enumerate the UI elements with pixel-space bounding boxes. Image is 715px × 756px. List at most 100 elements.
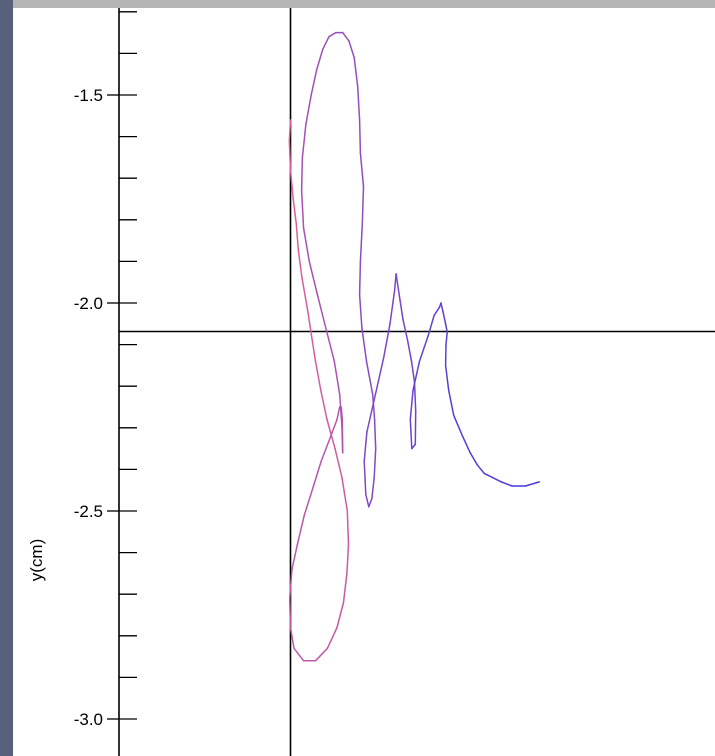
trace-segment — [356, 85, 361, 121]
trace-segment — [469, 452, 479, 466]
trace-segment — [301, 277, 309, 313]
trace-segment — [293, 647, 305, 662]
trace-segment — [406, 339, 413, 362]
y-tick-label: -2.0 — [74, 294, 103, 313]
trace-segment — [341, 476, 349, 512]
trace-segment — [452, 414, 464, 437]
y-tick-labels: -1.5 -2.0 -2.5 -3.0 — [74, 86, 103, 729]
trace-segment — [524, 481, 541, 487]
trace-segment — [353, 56, 359, 88]
left-frame-strip — [0, 0, 13, 756]
trace-segment — [389, 289, 396, 325]
y-tick-label: -1.5 — [74, 86, 103, 105]
trace-segment — [289, 626, 295, 650]
trace-segment — [371, 476, 375, 500]
trace-segment — [288, 119, 292, 142]
trace-segment — [395, 273, 400, 296]
trace-segment — [291, 543, 299, 570]
trace-segment — [336, 601, 345, 629]
trace-segment — [358, 119, 362, 154]
trace-segment — [461, 435, 471, 454]
trace-segment — [346, 510, 350, 546]
trace-segment — [297, 248, 303, 279]
trace-segment — [322, 36, 330, 50]
trace-segment — [348, 40, 355, 59]
trace-segment — [398, 293, 404, 321]
trace-segment — [310, 69, 318, 96]
trace-segment — [333, 360, 341, 396]
trace-segment — [312, 460, 322, 487]
trace-segment — [326, 626, 338, 650]
trace-segment — [358, 260, 362, 296]
trace-segment — [325, 327, 336, 362]
trace-segment — [383, 323, 391, 358]
trace-segment — [363, 460, 367, 496]
trace-segment — [361, 327, 368, 362]
trace-segment — [358, 293, 363, 329]
y-tick-label: -2.5 — [74, 502, 103, 521]
trace-segment — [373, 447, 377, 479]
trace-segment — [359, 152, 365, 188]
trace-segment — [365, 360, 374, 396]
trace-segment — [341, 427, 344, 454]
trace-segment — [314, 647, 329, 662]
trace-segment — [341, 31, 350, 42]
trace-segment — [500, 481, 513, 487]
trace-segment — [288, 568, 293, 600]
top-frame-strip — [0, 0, 715, 8]
trace-segment — [402, 318, 409, 342]
trace-segment — [338, 393, 343, 429]
trace-segment — [295, 223, 299, 250]
trace-segment — [373, 418, 377, 450]
trace-segment — [301, 123, 307, 159]
trace-segment — [433, 306, 441, 317]
trace-segment — [330, 418, 338, 437]
trace-segment — [300, 189, 305, 229]
trace-segment — [366, 393, 377, 433]
trace-segment — [444, 323, 448, 333]
trace-segment — [361, 185, 365, 225]
trace-segment — [365, 493, 370, 508]
trace-segment — [308, 260, 319, 296]
y-ticks — [107, 11, 137, 720]
trace-segment — [334, 447, 343, 479]
trace-segment — [359, 223, 364, 263]
trace-segment — [368, 497, 373, 508]
trace-segment — [413, 381, 417, 412]
trace-segment — [320, 435, 332, 462]
trace-segment — [300, 156, 304, 192]
trace-segment — [445, 331, 448, 346]
trace-segment — [409, 389, 414, 421]
trace-segment — [310, 335, 317, 362]
trace-segment — [292, 198, 298, 225]
trace-segment — [342, 572, 348, 604]
trace-segment — [363, 431, 368, 462]
trace-segment — [316, 293, 327, 329]
trace-segment — [296, 514, 306, 546]
trace-segment — [418, 335, 429, 362]
trace-segment — [288, 140, 292, 171]
trace-segment — [289, 169, 294, 200]
trace-segment — [410, 360, 416, 383]
signature-trace — [288, 31, 541, 662]
trace-segment — [346, 543, 350, 575]
trace-segment — [476, 464, 486, 475]
trace-segment — [315, 48, 324, 71]
trace-segment — [374, 356, 385, 396]
trace-segment — [492, 476, 503, 483]
y-tick-label: -3.0 — [74, 710, 103, 729]
trace-segment — [307, 310, 313, 338]
trace-segment — [447, 389, 455, 417]
trace-segment — [427, 314, 435, 338]
trace-segment — [288, 597, 292, 629]
trace-segment — [412, 360, 421, 392]
trace-segment — [320, 389, 328, 421]
trace-segment — [314, 360, 322, 392]
trace-segment — [336, 406, 341, 421]
trace-segment — [444, 364, 450, 392]
trace-segment — [303, 485, 315, 516]
trace-segment — [483, 472, 494, 479]
trace-segment — [409, 418, 413, 450]
